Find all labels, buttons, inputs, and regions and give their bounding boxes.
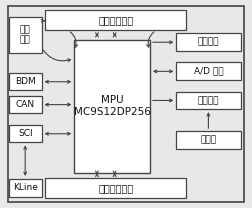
- Text: 模块通信接口: 模块通信接口: [98, 183, 134, 193]
- Text: CAN: CAN: [16, 100, 35, 109]
- Text: BDM: BDM: [15, 77, 36, 86]
- Text: MPU
MC9S12DP256: MPU MC9S12DP256: [74, 95, 151, 117]
- Text: 负电源: 负电源: [201, 135, 216, 144]
- Bar: [9, 125, 42, 142]
- Text: 开关处理: 开关处理: [198, 38, 219, 47]
- Text: SCI: SCI: [18, 129, 33, 138]
- Bar: [74, 40, 150, 173]
- Text: KLine: KLine: [13, 183, 38, 192]
- Bar: [9, 179, 42, 197]
- Bar: [176, 92, 241, 109]
- Text: 轮速处理: 轮速处理: [198, 96, 219, 105]
- Bar: [176, 131, 241, 149]
- Text: 电源
模块: 电源 模块: [20, 25, 30, 45]
- Bar: [45, 10, 186, 30]
- Text: A/D 转换: A/D 转换: [194, 67, 223, 76]
- Bar: [9, 96, 42, 113]
- Bar: [176, 33, 241, 51]
- Bar: [45, 178, 186, 198]
- Bar: [176, 62, 241, 80]
- Text: 模块通信接口: 模块通信接口: [98, 15, 134, 25]
- Bar: [9, 73, 42, 90]
- Bar: [9, 17, 42, 53]
